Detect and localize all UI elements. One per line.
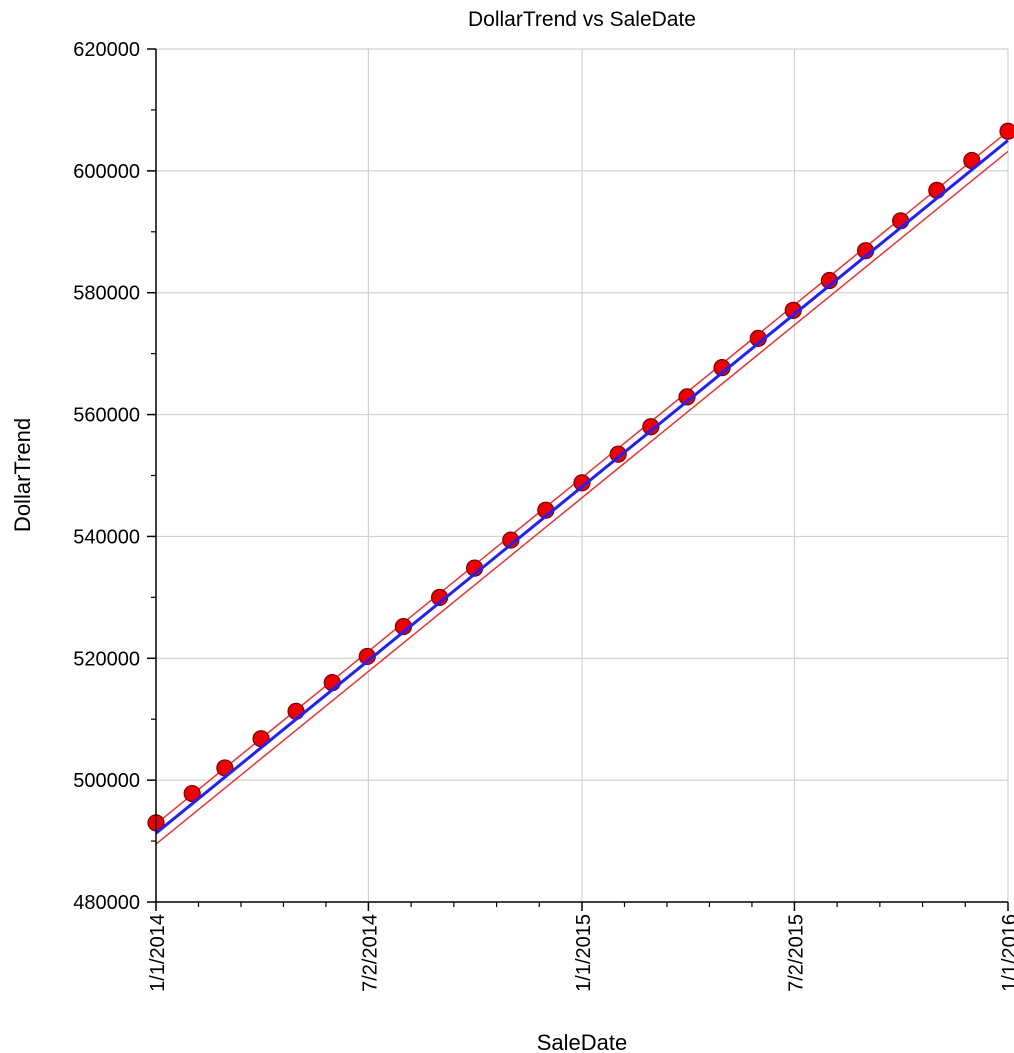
regression-line [155,139,1009,835]
x-tick-label: 7/2/2014 [359,914,381,992]
y-tick-label: 620000 [73,39,140,61]
data-point [928,181,946,199]
y-tick-label: 500000 [73,770,140,792]
data-point [183,784,201,803]
y-tick-label: 580000 [73,283,140,305]
x-tick-label: 1/1/2015 [573,914,595,992]
y-tick-label: 540000 [73,526,140,548]
data-point [642,418,660,436]
x-axis-ticks: 1/1/2014 7/2/2014 1/1/2015 7/2/2015 1/1/2016 [147,902,1014,992]
y-tick-label: 600000 [73,161,140,183]
y-axis-ticks: 480000 500000 520000 540000 560000 580000 6000… [73,39,156,914]
y-axis-label: DollarTrend [10,418,35,532]
y-tick-label: 520000 [73,648,140,670]
x-tick-label: 1/1/2014 [147,914,169,992]
data-point [999,122,1014,140]
y-tick-label: 560000 [73,405,140,427]
data-point [609,445,627,463]
data-point [678,388,696,406]
band-lower-line [155,150,1009,845]
y-tick-label: 480000 [73,892,140,914]
x-axis-label: SaleDate [537,1030,628,1053]
fit-line [155,139,1009,835]
data-point [573,474,591,492]
x-tick-label: 7/2/2015 [785,914,807,992]
chart-title: DollarTrend vs SaleDate [468,8,696,31]
x-tick-label: 1/1/2016 [999,914,1014,992]
data-point [287,702,305,720]
